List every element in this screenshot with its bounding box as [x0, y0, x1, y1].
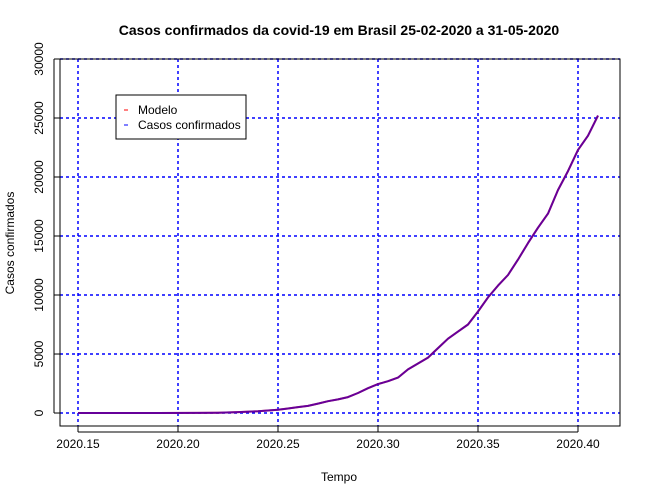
y-tick-label: 15000: [32, 219, 46, 253]
y-tick-label: 25000: [32, 101, 46, 135]
series-line-casos-confirmados: [78, 115, 599, 414]
y-tick-label: 10000: [32, 278, 46, 312]
chart-title: Casos confirmados da covid-19 em Brasil …: [119, 22, 560, 38]
y-tick-label: 5000: [32, 340, 46, 367]
legend-label-modelo: Modelo: [138, 103, 178, 117]
y-tick-label: 20000: [32, 160, 46, 194]
x-axis: 2020.15 2020.20 2020.25 2020.30 2020.35 2020.…: [56, 426, 600, 451]
legend-box: [115, 94, 247, 140]
x-axis-label: Tempo: [321, 470, 357, 484]
x-tick-label: 2020.30: [356, 437, 400, 451]
x-tick-label: 2020.15: [56, 437, 100, 451]
x-tick-label: 2020.40: [556, 437, 600, 451]
x-tick-label: 2020.20: [156, 437, 200, 451]
x-tick-label: 2020.25: [256, 437, 300, 451]
plot-frame: [59, 58, 621, 427]
y-tick-label: 0: [32, 409, 46, 416]
y-axis-label: Casos confirmados: [3, 192, 17, 295]
series-lines: [78, 115, 599, 414]
legend: Modelo Casos confirmados: [115, 94, 247, 140]
legend-label-casos-confirmados: Casos confirmados: [138, 118, 241, 132]
series-line-modelo: [78, 115, 599, 414]
y-axis: 0 5000 10000 15000 20000 25000 30000: [32, 42, 60, 416]
y-tick-label: 30000: [32, 42, 46, 76]
x-tick-label: 2020.35: [456, 437, 500, 451]
